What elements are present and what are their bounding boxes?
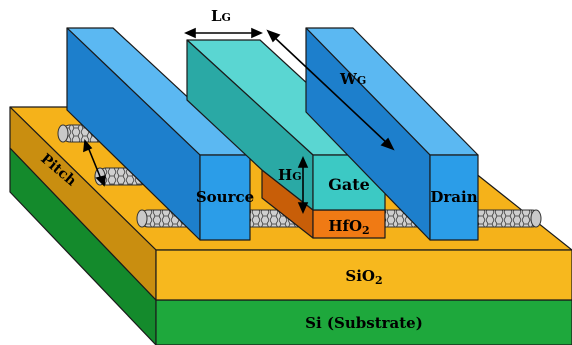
drain-electrode [305, 27, 479, 241]
hfo2-label: HfO2 [328, 217, 369, 237]
sio2-label: SiO2 [345, 267, 382, 287]
drain-front [429, 154, 479, 241]
lg-label: LG [211, 7, 231, 25]
source-front [199, 154, 251, 241]
sio2-front [155, 249, 572, 301]
hfo2-dielectric [261, 169, 386, 239]
wg-label: WG [339, 70, 366, 88]
pitch-arrow [87, 146, 102, 180]
gate-side [186, 39, 314, 211]
dimension-markers [83, 27, 395, 214]
drain-label: Drain [430, 188, 477, 206]
wg-arrow [272, 35, 389, 145]
hg-label: HG [278, 166, 302, 184]
source-electrode [66, 27, 251, 241]
gate-label: Gate [328, 175, 370, 194]
si-substrate-label: Si (Substrate) [305, 314, 423, 332]
diagram-labels: LG WG HG Source Gate Drain HfO2 SiO2 Si … [37, 7, 477, 332]
source-label: Source [196, 188, 254, 206]
